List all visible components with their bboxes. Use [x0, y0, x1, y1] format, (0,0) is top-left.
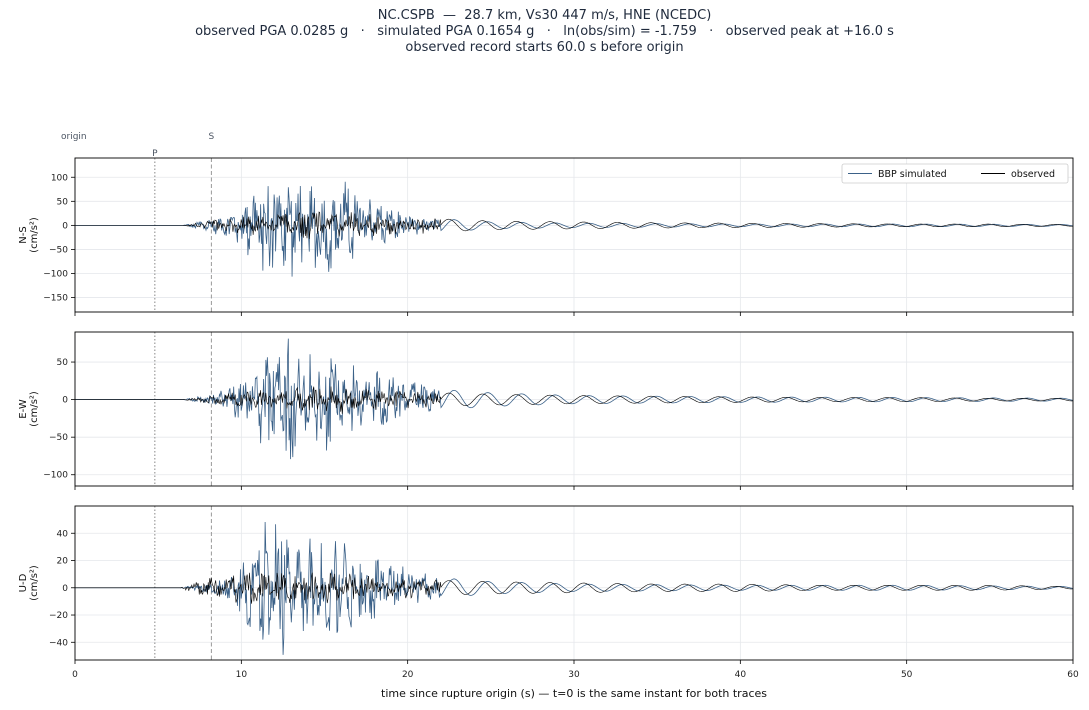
legend-box [841, 163, 1069, 184]
y-tick-label: 100 [51, 173, 68, 183]
y-tick-label: −20 [49, 611, 68, 621]
y-tick-label: 0 [62, 584, 68, 594]
x-tick-label: 60 [1067, 670, 1079, 680]
origin-marker-label: origin [61, 132, 87, 142]
y-tick-label: 20 [57, 557, 69, 567]
title-line-1: NC.CSPB — 28.7 km, Vs30 447 m/s, HNE (NC… [377, 8, 712, 23]
y-tick-label: 0 [62, 221, 68, 231]
legend: BBP simulated observed [841, 163, 1069, 184]
y-tick-label: −50 [49, 433, 68, 443]
y-tick-label: −50 [49, 245, 68, 255]
x-tick-label: 30 [568, 670, 580, 680]
p-marker-label: P [152, 149, 158, 159]
y-tick-label: 50 [57, 197, 69, 207]
y-tick-label: −100 [43, 270, 68, 280]
x-tick-label: 0 [72, 670, 78, 680]
y-tick-label: 40 [57, 529, 69, 539]
y-tick-label: −40 [49, 638, 68, 648]
panel-ud: 40 20 0 −20 −40 0 10 20 30 40 50 60 U-D(cm/s²) [18, 505, 1079, 680]
x-tick-label: 40 [735, 670, 747, 680]
observed-trace-ns [75, 211, 1073, 239]
y-tick-label: −100 [43, 471, 68, 481]
chart-title: NC.CSPB — 28.7 km, Vs30 447 m/s, HNE (NC… [0, 8, 1089, 56]
y-axis-label: E-W(cm/s²) [18, 391, 40, 427]
panel-ew: 50 0 −50 −100 E-W(cm/s²) [18, 331, 1074, 490]
y-axis-label: U-D(cm/s²) [18, 565, 40, 601]
x-tick-label: 50 [901, 670, 913, 680]
x-tick-label: 10 [236, 670, 248, 680]
x-axis-label: time since rupture origin (s) — t=0 is t… [381, 687, 767, 700]
s-marker-label: S [209, 132, 215, 142]
x-tick-label: 20 [402, 670, 414, 680]
y-tick-label: 50 [57, 358, 69, 368]
title-line-3: observed record starts 60.0 s before ori… [405, 40, 684, 55]
title-line-2: observed PGA 0.0285 g · simulated PGA 0.… [195, 24, 894, 39]
legend-observed-label: observed [1011, 169, 1055, 180]
y-tick-label: 0 [62, 396, 68, 406]
panel-ns: 100 50 0 −50 −100 −150 N-S(cm/s²) [18, 157, 1074, 316]
legend-simulated-label: BBP simulated [878, 169, 947, 180]
observed-trace-ew [75, 386, 1073, 414]
y-axis-label: N-S(cm/s²) [18, 217, 40, 253]
y-tick-label: −150 [43, 294, 68, 304]
observed-trace-ud [75, 572, 1073, 604]
